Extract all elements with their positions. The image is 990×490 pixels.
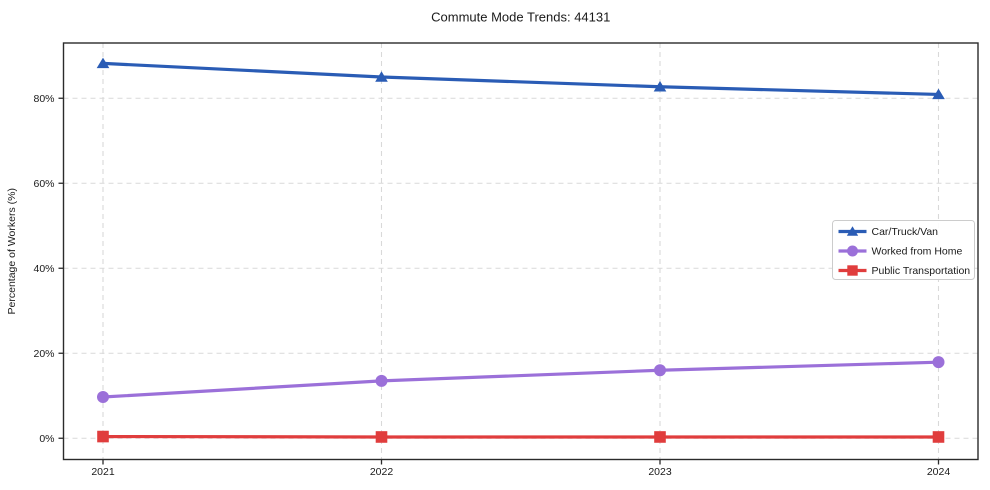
y-tick-label: 40% — [33, 263, 54, 275]
legend-box — [832, 220, 975, 280]
x-tick-label: 2022 — [370, 466, 394, 478]
legend: Car/Truck/Van Worked from Home Public Tran… — [832, 220, 975, 280]
x-axis: 2021 2022 2023 2024 — [91, 459, 951, 478]
y-tick-label: 0% — [39, 433, 54, 445]
circle-marker — [932, 356, 945, 369]
x-tick-label: 2023 — [648, 466, 672, 478]
y-tick-label: 80% — [33, 93, 54, 105]
chart-title: Commute Mode Trends: 44131 — [431, 10, 610, 25]
legend-item-car-truck-van: Car/Truck/Van — [838, 226, 939, 238]
square-marker — [847, 265, 858, 276]
square-marker — [97, 430, 109, 443]
circle-marker — [847, 245, 858, 257]
series-line — [101, 61, 941, 97]
square-marker — [654, 431, 666, 443]
y-axis: 0% 20% 40% 60% 80% — [33, 93, 64, 445]
circle-marker — [654, 364, 666, 377]
y-tick-label: 60% — [33, 178, 54, 190]
legend-label: Car/Truck/Van — [872, 226, 939, 238]
legend-label: Public Transportation — [872, 265, 971, 277]
series-car-truck-van — [96, 57, 945, 100]
series-public-transportation — [97, 430, 945, 443]
series-line — [101, 360, 941, 399]
square-marker — [932, 431, 945, 443]
triangle-marker — [375, 71, 388, 82]
circle-marker — [97, 391, 109, 404]
x-tick-label: 2021 — [91, 466, 115, 478]
series-worked-from-home — [97, 356, 945, 404]
legend-label: Worked from Home — [872, 246, 963, 258]
y-tick-label: 20% — [33, 348, 54, 360]
triangle-marker — [96, 57, 110, 69]
plot-border — [62, 42, 979, 461]
square-marker — [375, 431, 388, 443]
x-tick-label: 2024 — [927, 466, 951, 478]
triangle-marker — [932, 88, 945, 100]
legend-item-public-transportation: Public Transportation — [838, 265, 971, 277]
circle-marker — [375, 374, 388, 387]
triangle-marker — [653, 80, 667, 92]
triangle-marker — [846, 226, 859, 236]
legend-item-worked-from-home: Worked from Home — [838, 245, 963, 258]
y-axis-title: Percentage of Workers (%) — [6, 188, 18, 314]
